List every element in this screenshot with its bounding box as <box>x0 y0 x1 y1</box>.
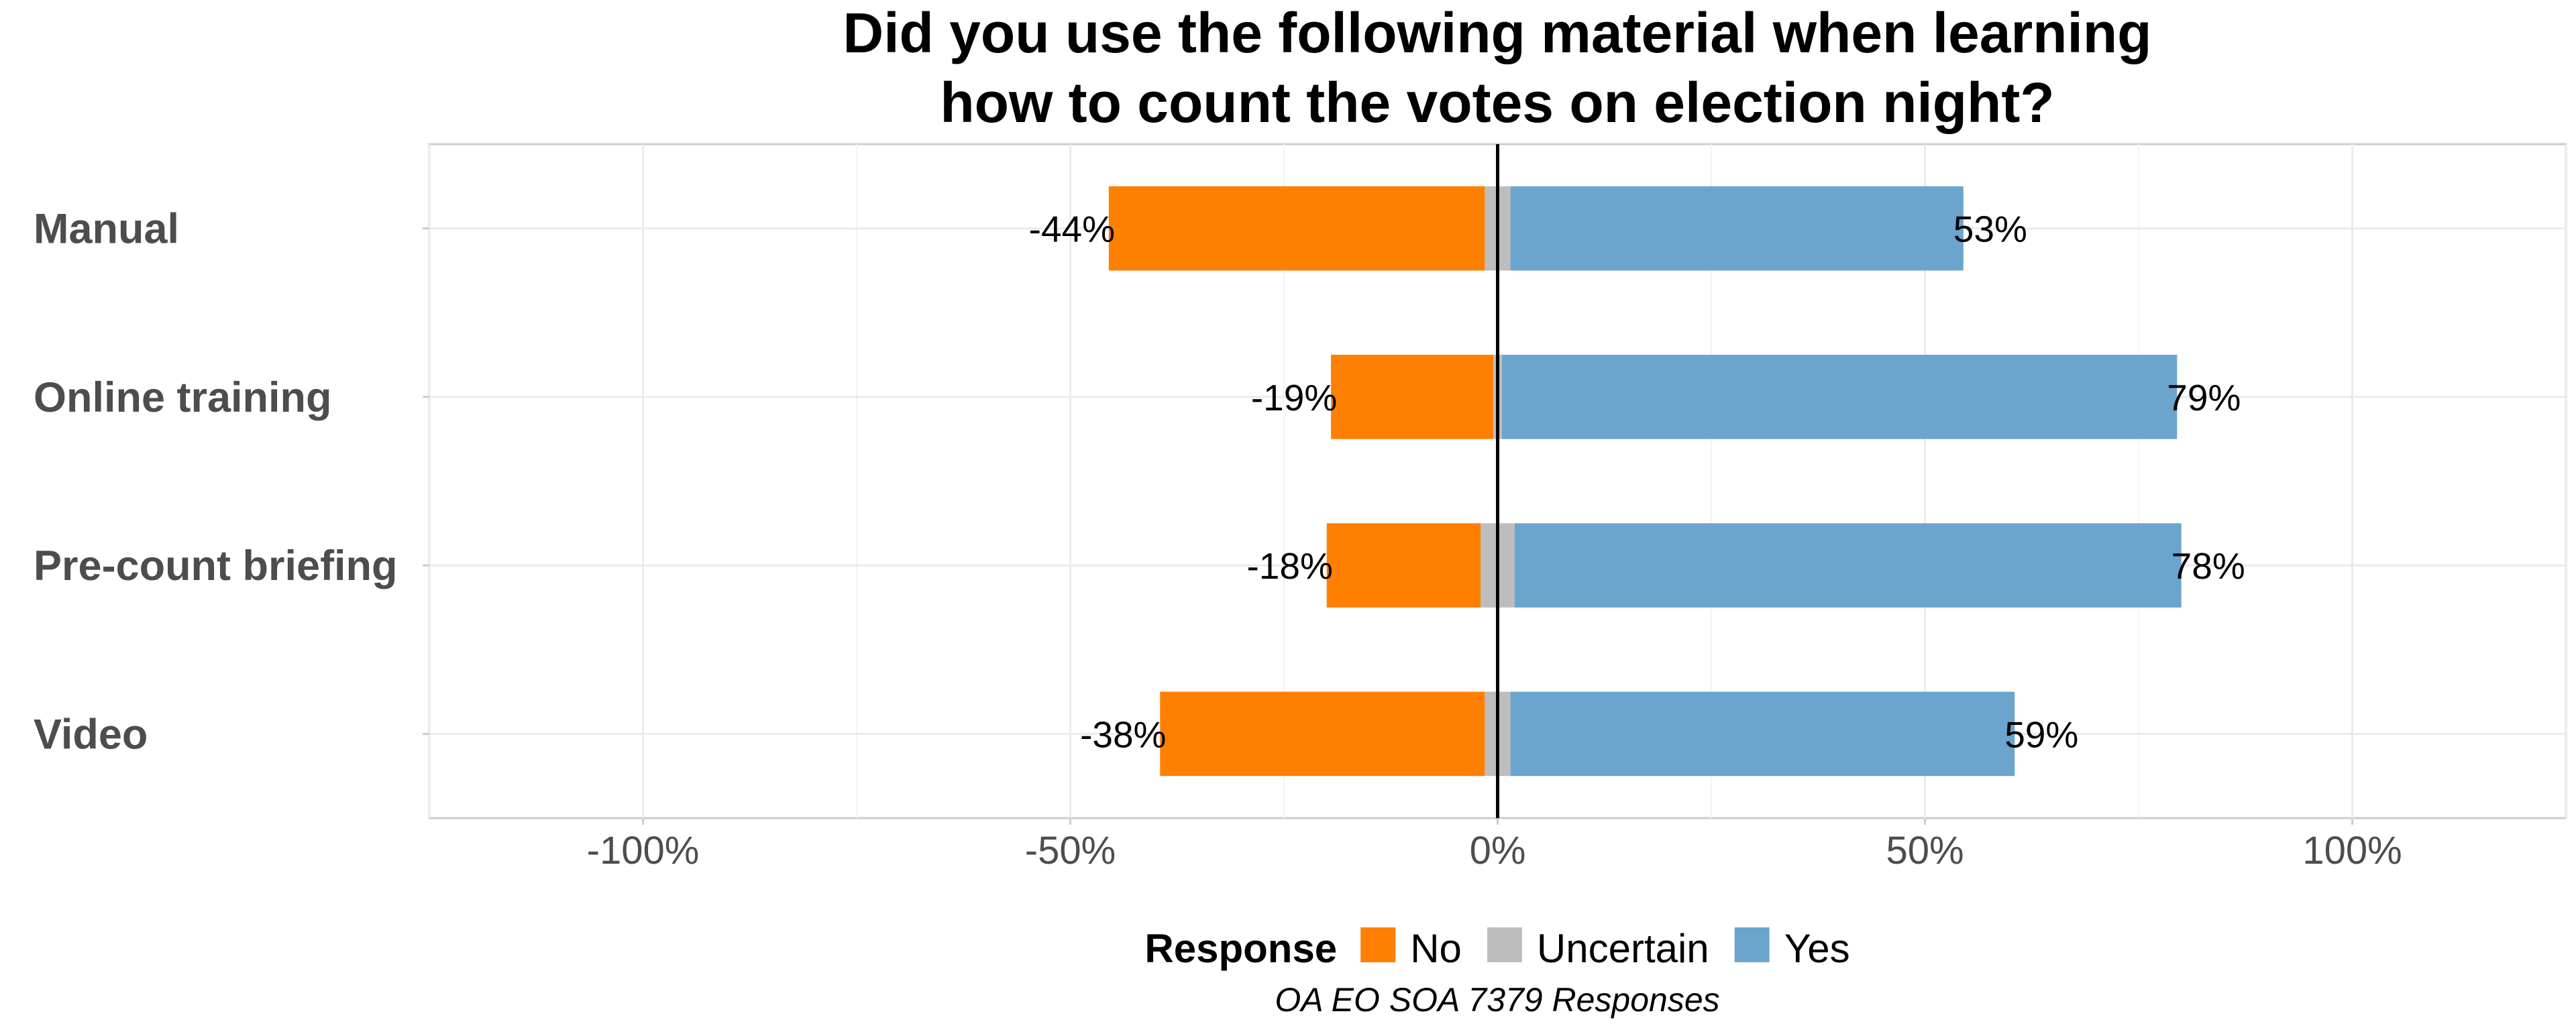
chart-title-line-1: Did you use the following material when … <box>843 1 2152 64</box>
x-tick-label-2: 0% <box>1470 829 1526 872</box>
chart-caption: OA EO SOA 7379 Responses <box>1275 981 1719 1019</box>
x-tick-label-4: 100% <box>2302 829 2402 872</box>
bar-yes-1 <box>1501 355 2178 439</box>
category-label-3: Video <box>34 711 148 758</box>
data-label-yes-2: 78% <box>2171 545 2245 587</box>
data-label-yes-0: 53% <box>1953 209 2027 250</box>
bar-no-3 <box>1160 691 1485 777</box>
category-label-2: Pre-count briefing <box>34 542 398 589</box>
bars <box>1108 186 2182 777</box>
legend: Response No Uncertain Yes <box>1144 926 1849 971</box>
bar-yes-3 <box>1510 691 2015 777</box>
axes: Manual Online training Pre-count briefing V… <box>34 144 2402 872</box>
bar-no-1 <box>1331 355 1494 439</box>
legend-key-yes <box>1734 927 1770 962</box>
legend-title: Response <box>1144 926 1337 971</box>
chart-title-line-2: how to count the votes on election night… <box>940 71 2054 134</box>
category-label-1: Online training <box>34 374 332 421</box>
bar-no-0 <box>1108 186 1485 271</box>
x-tick-label-0: -100% <box>587 829 700 872</box>
bar-no-2 <box>1326 523 1481 608</box>
legend-key-uncertain <box>1487 927 1522 962</box>
legend-label-uncertain: Uncertain <box>1537 926 1709 971</box>
x-tick-label-3: 50% <box>1886 829 1964 872</box>
legend-label-no: No <box>1410 926 1462 971</box>
bar-yes-2 <box>1514 523 2182 608</box>
x-tick-label-1: -50% <box>1025 829 1116 872</box>
legend-key-no <box>1360 927 1396 962</box>
category-label-0: Manual <box>34 206 179 253</box>
data-label-yes-1: 79% <box>2167 377 2241 418</box>
data-label-no-1: -19% <box>1251 377 1337 418</box>
data-label-no-0: -44% <box>1029 209 1115 250</box>
data-label-no-2: -18% <box>1246 545 1332 587</box>
data-labels: -44% 53% -19% 79% -18% 78% -38% 59% <box>1029 209 2245 756</box>
data-label-no-3: -38% <box>1080 713 1166 755</box>
data-label-yes-3: 59% <box>2004 713 2078 755</box>
bar-yes-0 <box>1510 186 1964 271</box>
legend-label-yes: Yes <box>1784 926 1850 971</box>
